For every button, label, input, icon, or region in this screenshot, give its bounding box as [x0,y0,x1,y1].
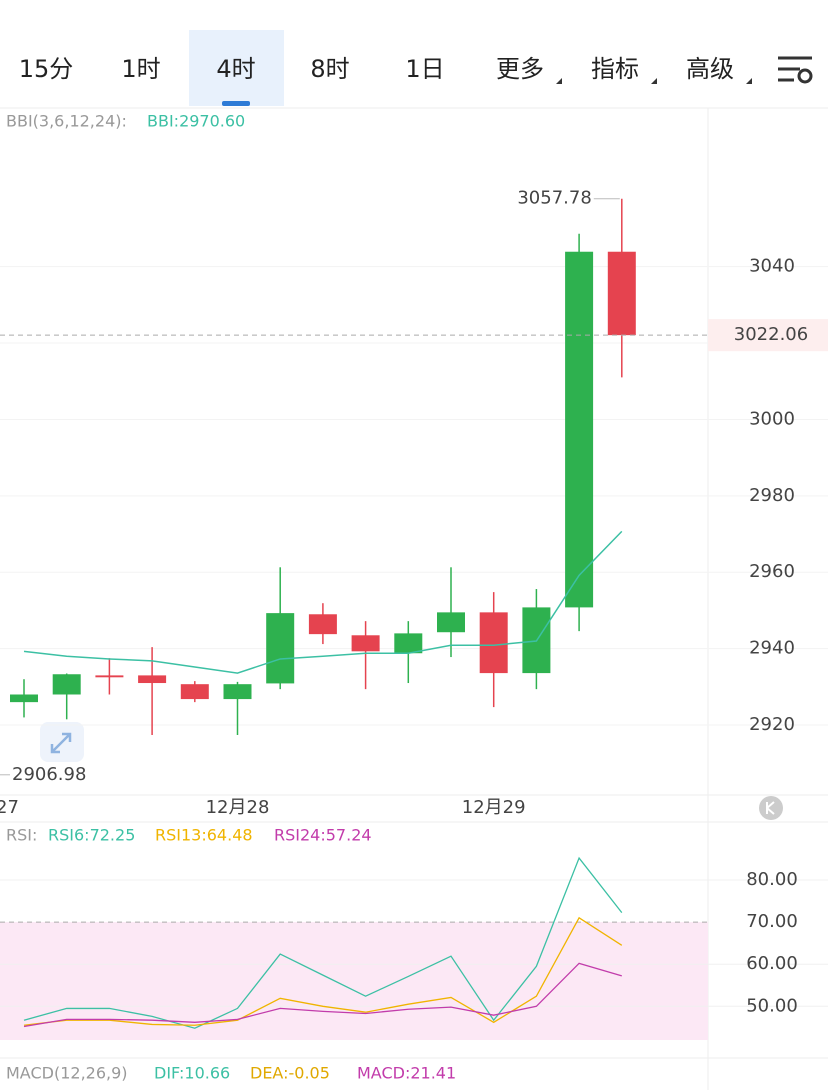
x-tick-label: 12月28 [206,797,270,818]
tab[interactable]: 1时 [121,55,160,83]
candle-body [95,675,124,678]
active-tab-bg [189,30,284,106]
candle-body [180,684,209,700]
y-tick-label: 80.00 [746,869,798,890]
candle-body [437,612,465,633]
candle-body [565,251,594,608]
y-tick-label: 2980 [749,485,795,506]
legend-entry: RSI13:64.48 [155,826,253,845]
candle-body [351,635,380,652]
candle-body [10,694,38,703]
rsi-line [23,856,623,1029]
tab[interactable]: 8时 [310,55,349,83]
rsi-title: RSI: [6,826,37,845]
rsi-line [23,916,623,1026]
max-label: 3057.78 [517,188,591,209]
y-tick-label: 50.00 [746,995,798,1016]
active-tab-indicator [222,101,250,106]
macd-legend: MACD(12,26,9) [6,1064,128,1083]
tab[interactable]: 15分 [19,55,74,83]
y-tick-label: 2940 [749,638,795,659]
k-icon[interactable] [759,796,783,820]
bbi-line [23,530,623,674]
legend-entry: RSI24:57.24 [274,826,372,845]
candle-body [607,251,636,336]
rsi-line [23,962,622,1028]
y-tick-label: 70.00 [746,911,798,932]
candle-body [52,674,81,695]
candle-body [266,613,295,684]
candle-body [308,614,337,635]
x-tick-label: 27 [0,797,19,818]
expand-icon[interactable] [40,722,84,762]
candle-body [223,684,252,700]
y-tick-label: 2920 [749,714,795,735]
y-tick-label: 3040 [749,256,795,277]
tab[interactable]: 指标 [591,55,639,83]
candle-body [138,675,167,684]
macd-legend: DEA:-0.05 [250,1064,330,1083]
rsi-band [0,922,708,1040]
y-tick-label: 2960 [749,561,795,582]
tab[interactable]: 4时 [216,55,255,83]
last-price-label: 3022.06 [734,324,808,345]
tab[interactable]: 高级 [686,55,734,83]
y-tick-label: 60.00 [746,953,798,974]
y-tick-label: 3000 [749,408,795,429]
last-price-box [708,319,828,352]
dropdown-triangle [651,78,657,84]
indicator-label: BBI(3,6,12,24): [6,112,127,131]
macd-legend: MACD:21.41 [357,1064,456,1083]
tab[interactable]: 1日 [405,55,444,83]
tab[interactable]: 更多 [496,55,544,83]
min-label: 2906.98 [12,764,86,785]
candle-body [479,612,508,674]
settings-icon[interactable] [778,56,813,84]
dropdown-triangle [746,78,752,84]
legend-entry: RSI6:72.25 [48,826,135,845]
dropdown-triangle [556,78,562,84]
candle-body [394,633,423,654]
macd-legend: DIF:10.66 [154,1064,230,1083]
x-tick-label: 12月29 [462,797,526,818]
bbi-legend: BBI:2970.60 [147,112,245,131]
